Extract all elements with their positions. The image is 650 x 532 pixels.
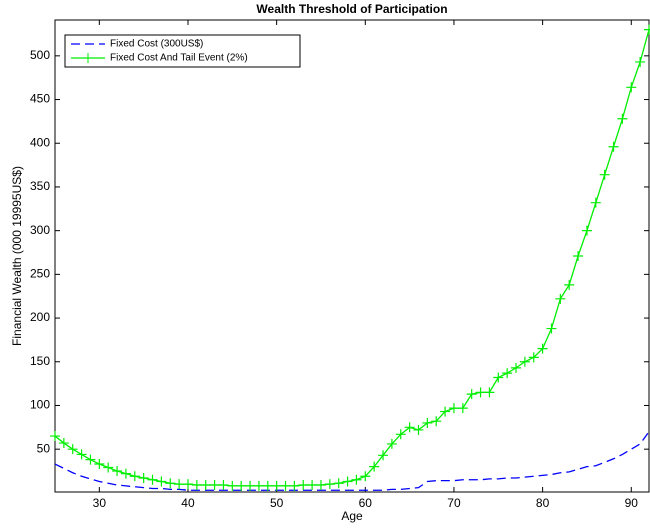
x-tick-label: 60 (359, 496, 373, 510)
point-marker (413, 424, 424, 435)
point-marker (573, 251, 584, 261)
point-marker (245, 480, 256, 491)
point-marker (555, 293, 566, 304)
legend-label: Fixed Cost (300US$) (110, 39, 203, 50)
point-marker (50, 431, 60, 442)
point-marker (511, 362, 522, 373)
point-marker (289, 480, 300, 491)
point-marker (351, 474, 362, 485)
point-marker (218, 480, 229, 491)
point-marker (315, 480, 326, 491)
y-tick-label: 150 (30, 354, 50, 368)
point-marker (484, 387, 495, 398)
point-marker (342, 476, 353, 487)
point-marker (493, 372, 504, 383)
y-axis-label: Financial Wealth (000 19995US$) (10, 166, 24, 346)
point-marker (617, 113, 628, 124)
point-marker (626, 82, 637, 93)
point-marker (103, 462, 114, 473)
point-marker (599, 169, 610, 180)
point-marker (156, 476, 167, 487)
point-marker (147, 474, 158, 485)
point-marker (182, 479, 193, 490)
point-marker (466, 389, 477, 400)
legend-marker (83, 53, 93, 63)
point-marker (85, 454, 96, 465)
point-marker (537, 343, 548, 354)
x-tick-label: 40 (181, 496, 195, 510)
point-marker (165, 478, 176, 489)
point-marker (191, 480, 202, 491)
point-marker (174, 479, 185, 490)
point-marker (324, 479, 335, 490)
point-marker (395, 429, 406, 440)
x-axis-label: Age (341, 509, 363, 523)
x-tick-label: 80 (536, 496, 550, 510)
point-marker (227, 480, 238, 491)
series-line (54, 431, 650, 491)
point-marker (307, 480, 318, 491)
y-tick-label: 300 (30, 223, 50, 237)
y-tick-label: 200 (30, 310, 50, 324)
point-marker (280, 480, 291, 491)
y-tick-label: 500 (30, 48, 50, 62)
point-marker (112, 466, 123, 477)
x-tick-label: 70 (447, 496, 461, 510)
point-marker (236, 480, 247, 491)
point-marker (200, 480, 211, 491)
x-tick-label: 90 (625, 496, 639, 510)
y-tick-label: 100 (30, 398, 50, 412)
point-marker (369, 461, 380, 472)
chart-title: Wealth Threshold of Participation (256, 2, 447, 16)
legend-label: Fixed Cost And Tail Event (2%) (110, 53, 248, 64)
x-tick-label: 30 (93, 496, 107, 510)
point-marker (422, 417, 433, 428)
point-marker (138, 473, 149, 484)
point-marker (76, 449, 87, 460)
point-marker (475, 387, 486, 398)
y-tick-label: 250 (30, 267, 50, 281)
point-marker (448, 403, 459, 414)
point-marker (564, 279, 575, 290)
y-tick-label: 50 (37, 441, 51, 455)
y-tick-label: 450 (30, 92, 50, 106)
point-marker (67, 444, 78, 455)
point-marker (298, 480, 309, 491)
point-marker (262, 480, 273, 491)
point-marker (209, 480, 220, 491)
point-marker (590, 197, 601, 208)
plot-area (54, 19, 650, 493)
point-marker (94, 459, 105, 470)
point-marker (519, 356, 530, 367)
point-marker (608, 141, 619, 152)
point-marker (333, 478, 344, 489)
point-marker (502, 368, 513, 379)
point-marker (431, 416, 442, 427)
point-marker (58, 438, 69, 449)
point-marker (253, 480, 264, 491)
point-marker (120, 468, 131, 479)
point-marker (386, 438, 397, 449)
point-marker (581, 225, 592, 236)
point-marker (635, 56, 646, 67)
y-tick-label: 350 (30, 179, 50, 193)
point-marker (457, 403, 468, 414)
point-marker (546, 323, 557, 334)
point-marker (378, 450, 389, 461)
point-marker (129, 471, 140, 482)
point-marker (644, 24, 650, 35)
point-marker (360, 471, 371, 482)
point-marker (528, 352, 539, 363)
point-marker (404, 422, 415, 433)
legend-box (64, 34, 301, 68)
point-marker (271, 480, 282, 491)
x-tick-label: 50 (270, 496, 284, 510)
y-tick-label: 400 (30, 135, 50, 149)
point-marker (440, 406, 451, 417)
